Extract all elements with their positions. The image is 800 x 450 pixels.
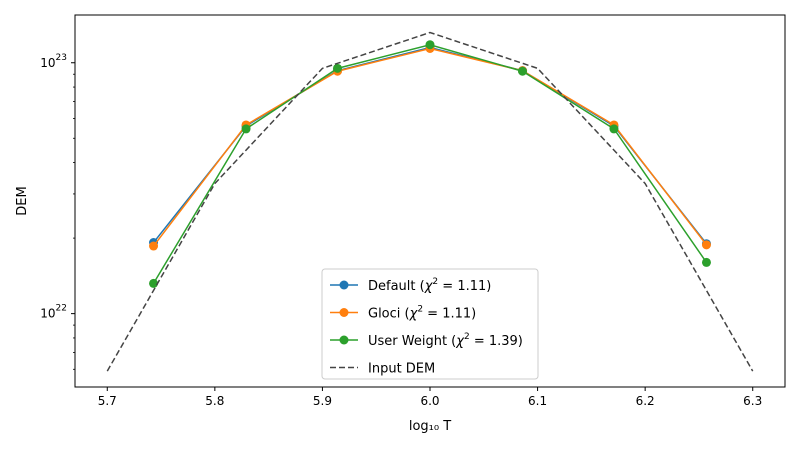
x-axis-label-text: log₁₀ T [409, 419, 451, 434]
legend-label: Default (χ2 = 1.11) [368, 277, 491, 294]
legend-item: User Weight (χ2 = 1.39) [330, 332, 523, 349]
x-tick-label: 5.9 [313, 394, 332, 408]
legend-item: Default (χ2 = 1.11) [330, 277, 491, 294]
legend-label: Input DEM [368, 362, 435, 377]
data-point [332, 63, 342, 73]
legend: Default (χ2 = 1.11) Gloci (χ2 = 1.11) User… [321, 268, 539, 380]
legend-swatch-marker [339, 308, 349, 317]
series-2 [149, 40, 711, 288]
x-tick-label: 6.0 [420, 394, 439, 408]
legend-label: User Weight (χ2 = 1.39) [368, 332, 523, 349]
legend-box [321, 268, 539, 380]
x-tick-label: 6.3 [743, 394, 762, 408]
series-3 [106, 31, 754, 372]
series-line [106, 31, 754, 372]
x-tick-label: 5.8 [205, 394, 224, 408]
data-point [701, 240, 711, 250]
legend-items: Default (χ2 = 1.11) Gloci (χ2 = 1.11) User… [330, 277, 523, 377]
data-point [609, 124, 619, 134]
data-point [149, 241, 159, 251]
x-tick-label: 6.1 [528, 394, 547, 408]
legend-label: Gloci (χ2 = 1.11) [368, 305, 476, 322]
series-line [152, 47, 708, 247]
data-point [241, 124, 251, 134]
data-point [701, 257, 711, 267]
legend-swatch-marker [339, 335, 349, 345]
y-tick-label: 1023 [40, 53, 67, 70]
y-axis-label: DEM [15, 186, 30, 215]
series-layer [106, 31, 754, 372]
x-tick-label: 6.2 [636, 394, 655, 408]
legend-item: Gloci (χ2 = 1.11) [330, 305, 476, 322]
data-point [425, 40, 435, 50]
data-point [518, 66, 528, 76]
series-line [152, 43, 708, 284]
y-tick-label: 1022 [40, 304, 67, 321]
series-0 [149, 43, 711, 249]
x-axis-ticks: 5.7 5.8 5.9 6.0 6.1 6.2 6.3 [98, 387, 762, 408]
y-axis-ticks: 1022 1023 [40, 53, 75, 370]
legend-swatch-marker [339, 280, 349, 290]
data-point [149, 278, 159, 288]
x-tick-label: 5.7 [98, 394, 117, 408]
legend-item: Input DEM [330, 362, 435, 377]
x-axis-label: log₁₀ T [409, 419, 451, 434]
